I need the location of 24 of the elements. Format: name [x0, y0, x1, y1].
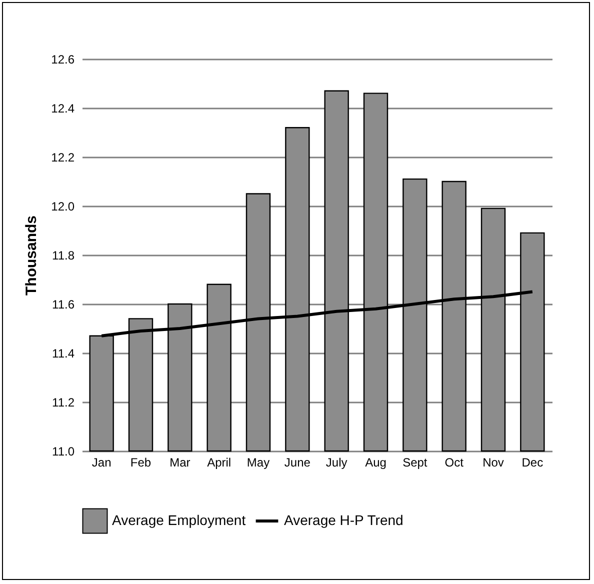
y-tick-label: 12.0 — [51, 200, 75, 214]
x-tick-label: Aug — [365, 456, 386, 470]
x-tick-label: Sept — [402, 456, 428, 470]
x-tick-label: Feb — [130, 456, 152, 470]
y-tick-label: 12.6 — [51, 52, 75, 66]
x-tick-label: July — [326, 456, 348, 470]
y-axis-title: Thousands — [23, 215, 40, 296]
y-tick-label: 11.4 — [52, 346, 75, 360]
x-tick-label: Mar — [170, 456, 190, 470]
legend-label: Average H-P Trend — [284, 512, 404, 528]
y-tick-label: 11.2 — [52, 396, 75, 410]
x-tick-label: Jan — [92, 456, 112, 470]
y-tick-label: 12.2 — [51, 150, 75, 164]
x-tick-label: April — [207, 456, 232, 470]
y-tick-label: 11.6 — [52, 298, 75, 312]
y-tick-label: 12.4 — [51, 102, 75, 116]
x-tick-label: May — [246, 456, 270, 470]
x-tick-label: Dec — [522, 456, 544, 470]
x-tick-label: Nov — [482, 456, 504, 470]
y-tick-label: 11.8 — [52, 248, 75, 262]
legend-label: Average Employment — [112, 512, 246, 528]
x-tick-label: June — [284, 456, 311, 470]
x-tick-label: Oct — [444, 456, 464, 470]
y-tick-label: 11.0 — [52, 444, 75, 458]
